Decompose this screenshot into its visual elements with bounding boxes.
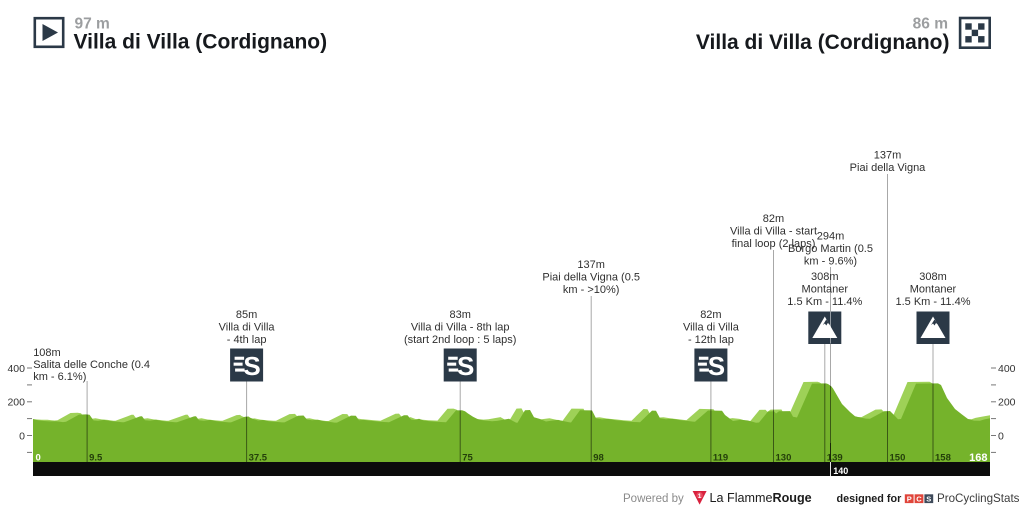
svg-text:km - 9.6%): km - 9.6%) bbox=[804, 256, 857, 268]
svg-text:108m: 108m bbox=[33, 347, 61, 359]
svg-text:86 m: 86 m bbox=[913, 15, 948, 32]
svg-text:158: 158 bbox=[935, 453, 951, 464]
svg-text:Montaner: Montaner bbox=[910, 284, 957, 296]
svg-text:400: 400 bbox=[7, 363, 25, 375]
svg-text:La FlammeRouge: La FlammeRouge bbox=[710, 491, 812, 505]
svg-text:140: 140 bbox=[833, 466, 848, 476]
svg-text:Powered by: Powered by bbox=[623, 493, 684, 505]
svg-text:200: 200 bbox=[7, 397, 25, 409]
svg-text:1.5 Km - 11.4%: 1.5 Km - 11.4% bbox=[896, 296, 971, 308]
svg-text:37.5: 37.5 bbox=[249, 453, 268, 464]
svg-text:km - >10%): km - >10%) bbox=[563, 284, 620, 296]
svg-text:S: S bbox=[926, 494, 931, 503]
svg-text:130: 130 bbox=[776, 453, 792, 464]
svg-text:- 12th lap: - 12th lap bbox=[688, 334, 734, 346]
svg-text:308m: 308m bbox=[811, 271, 839, 283]
svg-text:1.5 Km - 11.4%: 1.5 Km - 11.4% bbox=[787, 296, 862, 308]
svg-text:P: P bbox=[907, 494, 912, 503]
svg-text:0: 0 bbox=[36, 452, 41, 463]
svg-text:km - 6.1%): km - 6.1%) bbox=[33, 371, 86, 383]
svg-text:294m: 294m bbox=[817, 231, 845, 243]
svg-text:98: 98 bbox=[593, 453, 604, 464]
svg-text:82m: 82m bbox=[700, 309, 721, 321]
svg-text:137m: 137m bbox=[577, 259, 605, 271]
svg-text:ProCyclingStats: ProCyclingStats bbox=[937, 492, 1020, 505]
svg-text:1: 1 bbox=[698, 493, 702, 500]
svg-text:Villa di Villa (Cordignano): Villa di Villa (Cordignano) bbox=[696, 31, 950, 54]
svg-text:85m: 85m bbox=[236, 309, 257, 321]
svg-text:Villa di Villa: Villa di Villa bbox=[219, 322, 276, 334]
svg-text:400: 400 bbox=[998, 363, 1016, 375]
svg-text:Villa di Villa - 8th lap: Villa di Villa - 8th lap bbox=[411, 322, 510, 334]
svg-text:75: 75 bbox=[462, 453, 473, 464]
svg-text:final loop (2 laps): final loop (2 laps) bbox=[732, 238, 816, 250]
svg-text:Villa di Villa - start: Villa di Villa - start bbox=[730, 226, 817, 238]
svg-text:Piai della Vigna (0.5: Piai della Vigna (0.5 bbox=[542, 272, 640, 284]
svg-text:150: 150 bbox=[890, 453, 906, 464]
svg-text:- 4th lap: - 4th lap bbox=[227, 334, 267, 346]
svg-text:97 m: 97 m bbox=[75, 16, 110, 33]
svg-text:9.5: 9.5 bbox=[89, 453, 103, 464]
svg-text:C: C bbox=[916, 494, 922, 503]
svg-text:designed for: designed for bbox=[837, 493, 903, 505]
svg-text:Borgo Martin (0.5: Borgo Martin (0.5 bbox=[788, 243, 873, 255]
svg-text:(start 2nd loop : 5 laps): (start 2nd loop : 5 laps) bbox=[404, 334, 517, 346]
svg-text:83m: 83m bbox=[449, 309, 470, 321]
svg-text:Villa di Villa: Villa di Villa bbox=[683, 322, 740, 334]
svg-text:137m: 137m bbox=[874, 150, 902, 162]
svg-text:119: 119 bbox=[713, 453, 728, 464]
svg-text:Montaner: Montaner bbox=[802, 284, 849, 296]
svg-text:S: S bbox=[708, 351, 725, 381]
svg-text:Piai della Vigna: Piai della Vigna bbox=[850, 162, 927, 174]
svg-text:S: S bbox=[457, 351, 474, 381]
svg-text:S: S bbox=[243, 351, 260, 381]
svg-text:200: 200 bbox=[998, 397, 1016, 409]
svg-text:82m: 82m bbox=[763, 213, 784, 225]
svg-text:139: 139 bbox=[827, 453, 843, 464]
svg-text:Salita delle Conche (0.4: Salita delle Conche (0.4 bbox=[33, 359, 150, 371]
svg-text:0: 0 bbox=[998, 430, 1004, 442]
svg-text:0: 0 bbox=[19, 430, 25, 442]
svg-text:Villa di Villa (Cordignano): Villa di Villa (Cordignano) bbox=[74, 31, 328, 54]
svg-text:168: 168 bbox=[969, 452, 987, 464]
svg-text:308m: 308m bbox=[919, 271, 947, 283]
